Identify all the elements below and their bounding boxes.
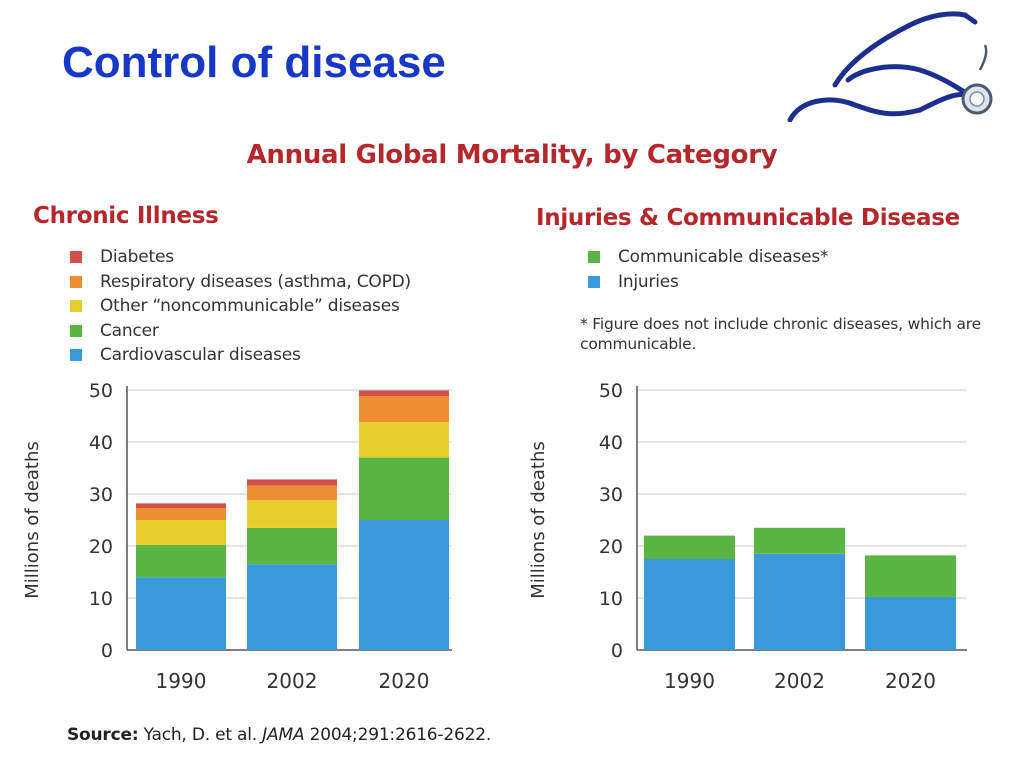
y-axis-label: Millions of deaths — [528, 441, 549, 599]
bar-segment-respiratory-diseases-asthma-copd-2020 — [359, 396, 449, 423]
y-tick-label: 40 — [599, 432, 623, 454]
y-tick-label: 20 — [89, 536, 113, 558]
bar-segment-communicable-diseases-2020 — [865, 555, 956, 597]
y-tick-label: 20 — [599, 536, 623, 558]
y-tick-label: 10 — [89, 588, 113, 610]
legend-label: Other “noncommunicable” diseases — [100, 296, 400, 317]
legend-item-other-noncommunicable-diseases: Other “noncommunicable” diseases — [70, 294, 411, 319]
bar-segment-diabetes-2002 — [247, 479, 337, 486]
legend-item-cardiovascular-diseases: Cardiovascular diseases — [70, 343, 411, 368]
legend-label: Cancer — [100, 320, 159, 341]
y-tick-label: 10 — [599, 588, 623, 610]
bar-segment-cancer-2020 — [359, 457, 449, 520]
chronic-legend: Diabetes Respiratory diseases (asthma, CO… — [70, 245, 411, 368]
y-tick-label: 0 — [101, 640, 113, 662]
bar-segment-injuries-2020 — [865, 596, 956, 650]
injuries-chart: 0 10 20 30 40 50 Millions of deaths 1990 2002 202… — [527, 378, 987, 700]
x-tick-label: 2020 — [379, 669, 430, 693]
bar-segment-injuries-2002 — [754, 553, 845, 650]
slide-title: Control of disease — [62, 38, 446, 87]
bar-segment-respiratory-diseases-asthma-copd-1990 — [136, 508, 226, 520]
y-axis-label: Millions of deaths — [22, 441, 43, 599]
source-journal: JAMA — [262, 725, 305, 745]
legend-label: Injuries — [618, 271, 679, 292]
source-citation: Source: Yach, D. et al. JAMA 2004;291:26… — [67, 725, 491, 745]
legend-swatch — [70, 275, 82, 288]
legend-label: Communicable diseases* — [618, 247, 829, 268]
bar-segment-diabetes-2020 — [359, 390, 449, 397]
y-tick-label: 50 — [89, 380, 113, 402]
bar-segment-other-noncommunicable-diseases-2002 — [247, 500, 337, 528]
y-tick-label: 50 — [599, 380, 623, 402]
legend-label: Cardiovascular diseases — [100, 345, 301, 366]
bar-segment-cardiovascular-diseases-1990 — [136, 577, 226, 650]
source-authors: Yach, D. et al. — [143, 725, 258, 745]
y-tick-label: 30 — [599, 484, 623, 506]
source-label: Source: — [67, 725, 139, 745]
legend-item-diabetes: Diabetes — [70, 245, 411, 270]
x-tick-label: 2002 — [774, 669, 825, 693]
legend-swatch — [70, 349, 82, 362]
legend-item-injuries: Injuries — [588, 270, 828, 295]
bar-segment-diabetes-1990 — [136, 503, 226, 509]
figure-title: Annual Global Mortality, by Category — [246, 140, 778, 170]
legend-swatch — [588, 275, 600, 288]
source-citation-text: 2004;291:2616-2622. — [309, 725, 492, 745]
x-tick-label: 1990 — [664, 669, 715, 693]
legend-swatch — [70, 324, 82, 337]
legend-item-cancer: Cancer — [70, 319, 411, 344]
bar-segment-cardiovascular-diseases-2002 — [247, 564, 337, 650]
bar-segment-other-noncommunicable-diseases-2020 — [359, 422, 449, 458]
bar-segment-communicable-diseases-2002 — [754, 527, 845, 554]
y-tick-label: 0 — [611, 640, 623, 662]
legend-label: Respiratory diseases (asthma, COPD) — [100, 271, 411, 292]
legend-swatch — [588, 251, 600, 264]
bar-segment-injuries-1990 — [644, 559, 735, 650]
stethoscope-icon — [787, 11, 993, 122]
y-tick-label: 40 — [89, 432, 113, 454]
x-tick-label: 2002 — [267, 669, 318, 693]
legend-swatch — [70, 300, 82, 313]
bar-segment-other-noncommunicable-diseases-1990 — [136, 520, 226, 545]
bar-segment-communicable-diseases-1990 — [644, 535, 735, 559]
injuries-panel-title: Injuries & Communicable Disease — [536, 205, 960, 231]
bar-segment-respiratory-diseases-asthma-copd-2002 — [247, 485, 337, 501]
chronic-chart: 0 10 20 30 40 50 Millions of deaths 1990 2002 202… — [20, 378, 460, 700]
figure-footnote: * Figure does not include chronic diseas… — [580, 315, 981, 353]
legend-item-communicable-diseases: Communicable diseases* — [588, 245, 829, 270]
injuries-legend: Communicable diseases* Injuries — [588, 245, 829, 295]
injuries-chart-svg: 0 10 20 30 40 50 Millions of deaths 1990 2002 202… — [528, 380, 967, 693]
chronic-chart-svg: 0 10 20 30 40 50 Millions of deaths 1990 2002 202… — [22, 380, 452, 693]
bar-segment-cardiovascular-diseases-2020 — [359, 520, 449, 650]
x-tick-label: 1990 — [156, 669, 207, 693]
bar-segment-cancer-2002 — [247, 527, 337, 565]
x-tick-label: 2020 — [885, 669, 936, 693]
legend-item-respiratory-diseases-asthma-copd: Respiratory diseases (asthma, COPD) — [70, 270, 411, 295]
chronic-panel-title: Chronic Illness — [33, 203, 219, 229]
y-tick-label: 30 — [89, 484, 113, 506]
legend-label: Diabetes — [100, 247, 174, 268]
bar-segment-cancer-1990 — [136, 544, 226, 578]
legend-swatch — [70, 251, 82, 264]
